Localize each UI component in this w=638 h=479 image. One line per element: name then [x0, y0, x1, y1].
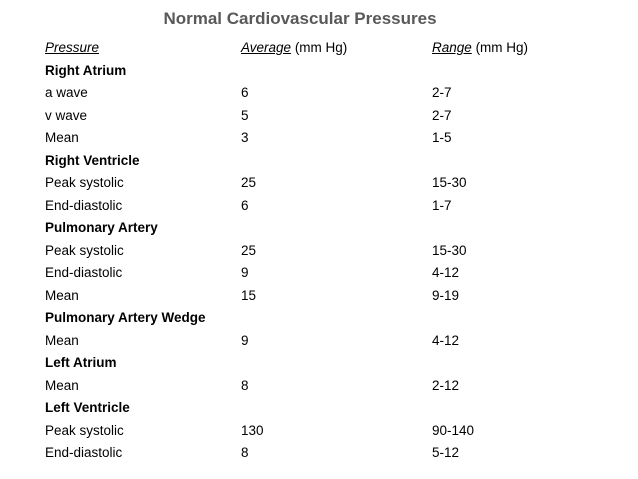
- header-range-label: Range: [432, 40, 472, 55]
- table-row: Peak systolic 25 15-30: [45, 240, 605, 263]
- header-average: Average (mm Hg): [241, 37, 347, 60]
- table-header: Pressure Average (mm Hg) Range (mm Hg): [45, 37, 605, 60]
- row-average: 25: [241, 242, 257, 258]
- row-label: Mean: [45, 130, 79, 145]
- table-row: Mean 3 1-5: [45, 127, 605, 150]
- row-label: Mean: [45, 332, 79, 348]
- row-label: Peak systolic: [45, 422, 124, 438]
- table-row: End-diastolic 6 1-7: [45, 195, 605, 218]
- header-average-label: Average: [241, 40, 292, 55]
- row-label: Mean: [45, 377, 79, 393]
- row-range: 4-12: [432, 265, 460, 280]
- section-label: Right Ventricle: [45, 152, 140, 168]
- row-average: 3: [241, 130, 249, 145]
- row-average: 8: [241, 377, 249, 393]
- row-label: Mean: [45, 287, 79, 303]
- table-row: End-diastolic 8 5-12: [45, 442, 605, 465]
- row-average: 25: [241, 175, 257, 190]
- row-range: 9-19: [432, 287, 460, 303]
- row-range: 5-12: [432, 445, 460, 460]
- section-row: Right Atrium: [45, 60, 605, 83]
- row-average: 9: [241, 332, 249, 348]
- row-average: 5: [241, 107, 249, 123]
- section-row: Left Ventricle: [45, 397, 605, 420]
- row-label: Peak systolic: [45, 242, 124, 258]
- header-average-unit: (mm Hg): [294, 40, 348, 55]
- row-label: End-diastolic: [45, 265, 123, 280]
- row-average: 9: [241, 265, 249, 280]
- section-label: Pulmonary Artery Wedge: [45, 310, 206, 325]
- row-label: End-diastolic: [45, 445, 123, 460]
- table-row: Peak systolic 25 15-30: [45, 172, 605, 195]
- header-range-unit: (mm Hg): [475, 40, 529, 55]
- row-average: 6: [241, 85, 249, 100]
- row-average: 130: [241, 422, 264, 438]
- table-row: Mean 15 9-19: [45, 285, 605, 308]
- table-row: End-diastolic 9 4-12: [45, 262, 605, 285]
- row-range: 1-5: [432, 130, 452, 145]
- section-row: Pulmonary Artery: [45, 217, 605, 240]
- row-average: 15: [241, 287, 257, 303]
- row-range: 2-12: [432, 377, 460, 393]
- section-label: Left Ventricle: [45, 400, 130, 415]
- section-label: Left Atrium: [45, 355, 117, 370]
- row-range: 4-12: [432, 332, 460, 348]
- row-average: 8: [241, 445, 249, 460]
- section-label: Pulmonary Artery: [45, 220, 158, 235]
- row-range: 2-7: [432, 107, 452, 123]
- section-row: Pulmonary Artery Wedge: [45, 307, 605, 330]
- row-range: 1-7: [432, 197, 452, 213]
- row-label: v wave: [45, 107, 88, 123]
- row-label: Peak systolic: [45, 175, 124, 190]
- row-range: 15-30: [432, 175, 467, 190]
- page-title: Normal Cardiovascular Pressures: [163, 9, 437, 28]
- section-row: Right Ventricle: [45, 150, 605, 173]
- row-label: End-diastolic: [45, 197, 123, 213]
- table-row: v wave 5 2-7: [45, 105, 605, 128]
- table-row: Mean 8 2-12: [45, 375, 605, 398]
- table-row: a wave 6 2-7: [45, 82, 605, 105]
- section-label: Right Atrium: [45, 62, 127, 78]
- table-row: Mean 9 4-12: [45, 330, 605, 353]
- section-row: Left Atrium: [45, 352, 605, 375]
- row-range: 15-30: [432, 242, 467, 258]
- row-label: a wave: [45, 85, 88, 100]
- row-range: 2-7: [432, 85, 452, 100]
- row-average: 6: [241, 197, 249, 213]
- header-range: Range (mm Hg): [432, 37, 528, 60]
- pressure-table: Pressure Average (mm Hg) Range (mm Hg) R…: [45, 37, 605, 465]
- header-pressure: Pressure: [45, 40, 100, 55]
- table-row: Peak systolic 130 90-140: [45, 420, 605, 443]
- row-range: 90-140: [432, 422, 475, 438]
